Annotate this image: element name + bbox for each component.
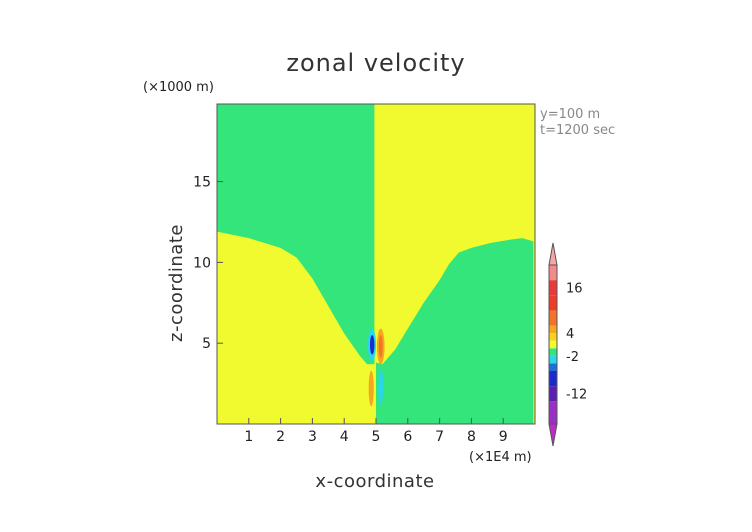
colorbar-band (549, 295, 557, 311)
colorbar-tick-label: -12 (566, 388, 587, 403)
x-tick-label: 8 (467, 429, 476, 445)
velocity-anomaly-4 (378, 335, 383, 358)
colorbar-band (549, 310, 557, 326)
colorbar-band (549, 355, 557, 364)
colorbar-tick-label: 16 (566, 282, 583, 297)
colorbar-tick-label: -2 (566, 350, 579, 365)
region-right-upper (376, 104, 535, 424)
x-tick-label: 9 (499, 429, 508, 445)
region-left-upper (217, 104, 375, 365)
colorbar-band (549, 371, 557, 387)
colorbar-band (549, 280, 557, 296)
colorbar-lower-arrow (548, 423, 558, 447)
y-axis-ticks: 5 10 15 (193, 175, 223, 352)
y-tick-label: 10 (193, 255, 211, 271)
chart-title: zonal velocity (286, 49, 465, 77)
colorbar-tick-label: 4 (566, 327, 574, 342)
colorbar-band (549, 363, 557, 371)
colorbar-band (549, 333, 557, 341)
colorbar-band (549, 325, 557, 334)
velocity-anomaly-2 (369, 335, 375, 355)
x-tick-label: 2 (276, 429, 285, 445)
colorbar-band (549, 386, 557, 402)
colorbar-band (549, 401, 557, 424)
colorbar-band (549, 340, 557, 349)
x-axis-label: x-coordinate (315, 471, 434, 492)
velocity-anomaly-5 (368, 370, 374, 407)
x-tick-label: 1 (244, 429, 253, 445)
x-axis-unit: (×1E4 m) (469, 450, 532, 465)
x-tick-label: 7 (435, 429, 444, 445)
colorbar: 16 4 -2 -12 (548, 242, 587, 447)
colorbar-band (549, 265, 557, 281)
x-tick-label: 4 (340, 429, 349, 445)
y-tick-label: 5 (202, 336, 211, 352)
y-tick-label: 15 (193, 175, 211, 191)
info-line-t: t=1200 sec (540, 123, 615, 138)
plot-area (216, 103, 536, 425)
colorbar-band (549, 348, 557, 356)
velocity-anomaly-6 (378, 369, 384, 405)
y-axis-label: z-coordinate (166, 224, 187, 342)
x-axis-ticks: 1 2 3 4 5 6 7 8 9 (244, 418, 508, 445)
colorbar-frame (548, 264, 558, 425)
y-axis-unit: (×1000 m) (143, 80, 214, 95)
x-tick-label: 6 (403, 429, 412, 445)
x-tick-label: 3 (308, 429, 317, 445)
info-line-y: y=100 m (540, 107, 600, 122)
x-tick-label: 5 (372, 429, 381, 445)
colorbar-upper-arrow (548, 242, 558, 266)
